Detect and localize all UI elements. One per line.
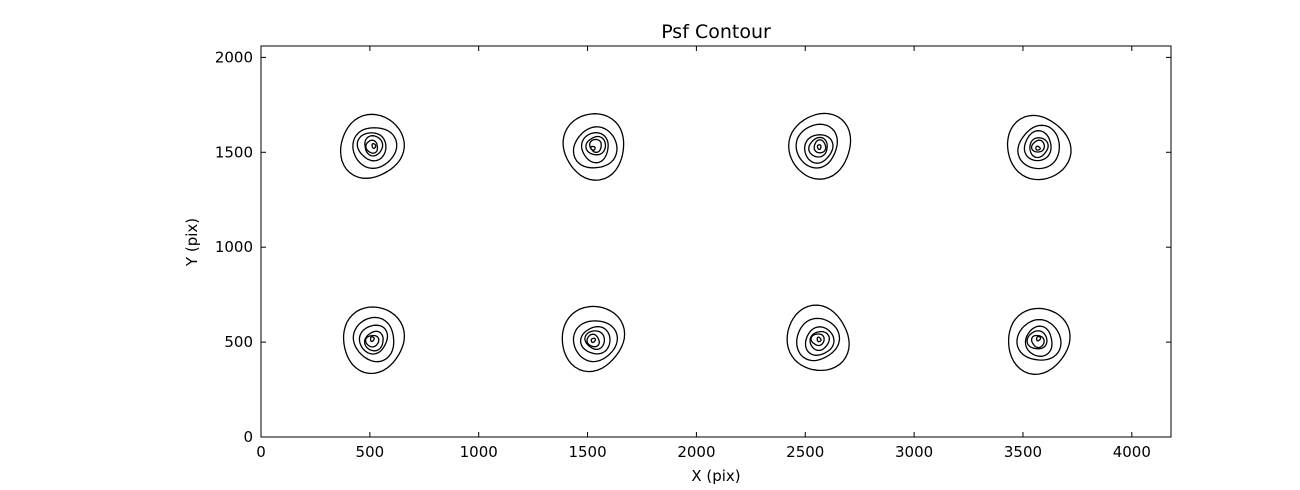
x-axis-label: X (pix) [691, 467, 740, 485]
y-axis-label: Y (pix) [183, 218, 201, 267]
axes-box [260, 45, 1172, 438]
y-tick-label: 500 [224, 333, 253, 351]
psf-contour-ring [810, 333, 825, 347]
psf-contour-ring [584, 330, 606, 351]
psf-contour-ring [580, 132, 609, 164]
psf-contour-ring [796, 317, 841, 362]
psf-contour-ring [1035, 145, 1041, 151]
x-tick-label: 2500 [786, 443, 824, 461]
psf-contour-ring [572, 126, 618, 169]
psf-contour-ring [342, 306, 406, 375]
y-tick-label: 1000 [215, 238, 253, 256]
psf-contour-ring [363, 330, 384, 352]
psf-contour-ring [590, 145, 596, 151]
psf-contour-ring [572, 320, 619, 363]
psf-contour-ring [1026, 330, 1048, 350]
chart-title: Psf Contour [661, 21, 771, 43]
x-tick-label: 1000 [460, 443, 498, 461]
x-tick-label: 0 [256, 443, 266, 461]
x-tick-label: 500 [356, 443, 385, 461]
psf-contour-ring [1029, 137, 1049, 159]
x-tick-label: 4000 [1113, 443, 1151, 461]
psf-contour-ring [1007, 307, 1071, 375]
x-tick-label: 3000 [895, 443, 933, 461]
psf-contour-ring [1030, 139, 1045, 153]
y-tick-label: 1500 [215, 143, 253, 161]
x-tick-label: 1500 [568, 443, 606, 461]
psf-contour-ring [803, 134, 834, 164]
psf-contour-ring [808, 136, 828, 158]
psf-contour-ring [339, 113, 405, 179]
psf-contour-ring [365, 139, 379, 154]
psf-contour-ring [364, 334, 380, 348]
contour-layer [339, 112, 1072, 375]
psf-contour-ring [579, 325, 611, 355]
axes-layer: 0 500 1000 1500 2000 2500 3000 3500 4000 0 500 1000… [215, 45, 1172, 461]
psf-contour-ring [369, 336, 375, 343]
psf-contour-ring [816, 144, 822, 151]
psf-contour-ring [813, 139, 827, 154]
psf-contour-ring [352, 127, 398, 169]
psf-contour-ring [561, 305, 626, 373]
psf-contour-ring [786, 304, 850, 372]
psf-contour-ring [1016, 318, 1062, 361]
y-tick-label: 2000 [215, 48, 253, 66]
psf-contour-ring [589, 138, 602, 153]
psf-contour-ring [809, 330, 830, 352]
psf-contour-ring [1023, 130, 1052, 162]
psf-contour-ring [795, 123, 838, 169]
psf-contour-ring [816, 336, 822, 343]
y-tick-label: 0 [243, 428, 253, 446]
psf-contour-ring [585, 135, 607, 156]
psf-contour-ring [352, 316, 395, 363]
psf-contour-ring [804, 326, 835, 356]
psf-contour-ring [586, 333, 600, 348]
psf-contour-ring [1030, 334, 1045, 349]
psf-contour-ring [1024, 325, 1053, 357]
psf-contour-ring [371, 142, 377, 149]
psf-contour-ring [788, 112, 852, 180]
psf-contour-ring [1017, 124, 1060, 170]
x-tick-label: 3500 [1004, 443, 1042, 461]
psf-contour-ring [1006, 114, 1072, 181]
psf-contour-ring [358, 324, 389, 355]
psf-contour-ring [356, 132, 387, 162]
psf-contour-ring [562, 113, 625, 181]
psf-contour-ring [364, 135, 384, 157]
psf-contour-ring [590, 337, 597, 344]
psf-contour-ring [1036, 335, 1042, 342]
x-tick-label: 2000 [677, 443, 715, 461]
